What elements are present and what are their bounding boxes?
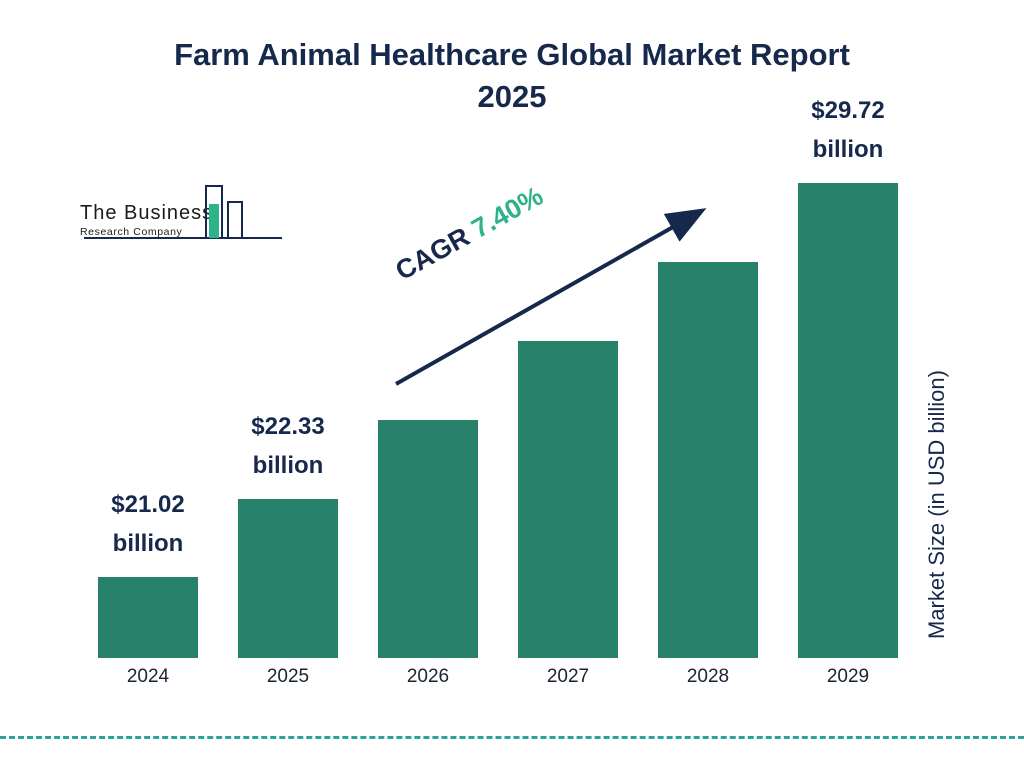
value-label-2029: $29.72 billion <box>811 97 885 163</box>
bottom-dashed-line <box>0 736 1024 739</box>
x-tick-2028: 2028 <box>686 666 730 687</box>
company-logo-text: The Business Research Company <box>80 202 213 238</box>
x-tick-2024: 2024 <box>126 666 170 687</box>
value-label-2024: $21.02 billion <box>111 491 185 557</box>
bar-2027 <box>518 341 618 658</box>
chart-title-line2: 2025 <box>477 79 547 114</box>
logo-bars-icon <box>84 185 282 239</box>
bar-2024 <box>98 577 198 658</box>
chart-title: Farm Animal Healthcare Global Market Rep… <box>0 34 1024 118</box>
x-tick-2027: 2027 <box>546 666 590 687</box>
y-axis-label: Market Size (in USD billion) <box>924 370 949 640</box>
logo-subtitle: Research Company <box>80 226 183 238</box>
x-tick-2029: 2029 <box>826 666 870 687</box>
bar-2029 <box>798 183 898 658</box>
bar-2025 <box>238 499 338 658</box>
chart-title-line1: Farm Animal Healthcare Global Market Rep… <box>174 37 850 72</box>
x-tick-2025: 2025 <box>266 666 310 687</box>
bar-2028 <box>658 262 758 658</box>
logo-name: The Business <box>80 202 214 224</box>
company-logo: The Business Research Company <box>68 178 298 248</box>
x-tick-2026: 2026 <box>406 666 450 687</box>
bar-2026 <box>378 420 478 658</box>
value-label-2025: $22.33 billion <box>251 413 325 479</box>
